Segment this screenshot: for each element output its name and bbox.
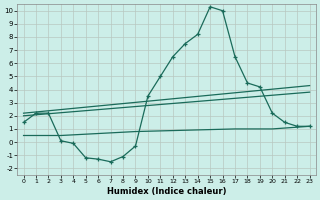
X-axis label: Humidex (Indice chaleur): Humidex (Indice chaleur) [107, 187, 226, 196]
